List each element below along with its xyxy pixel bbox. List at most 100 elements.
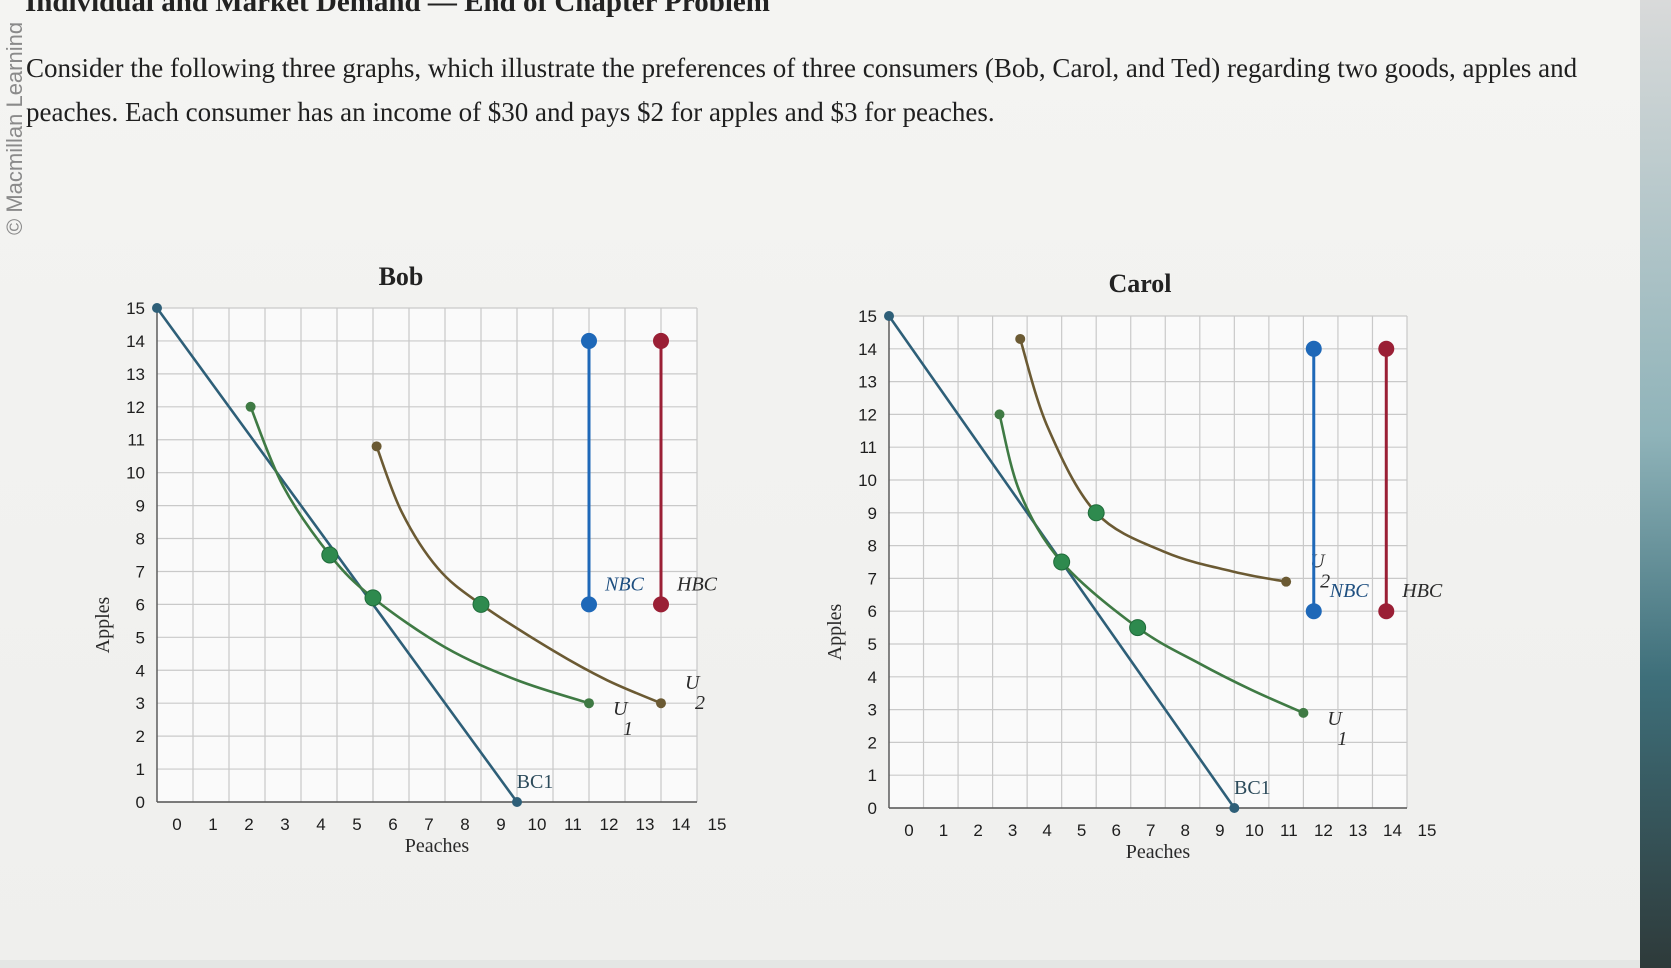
series-endpoint <box>1015 333 1026 344</box>
x-tick-label: 11 <box>1280 821 1298 840</box>
x-tick-label: 1 <box>208 815 217 834</box>
nbc-top-handle <box>1305 340 1322 357</box>
y-tick-label: 15 <box>858 307 877 326</box>
desktop-background-edge <box>1640 0 1671 968</box>
x-tick-label: 10 <box>1245 821 1264 840</box>
x-tick-label: 15 <box>708 815 727 834</box>
series-endpoint <box>584 698 594 709</box>
tangency-point <box>1129 619 1147 637</box>
y-tick-label: 2 <box>136 727 145 746</box>
label-u2-sub: 2 <box>1320 571 1330 593</box>
label-u1-sub: 1 <box>1337 728 1347 750</box>
y-tick-label: 10 <box>858 471 877 490</box>
nbc-bottom-handle <box>581 596 597 613</box>
x-tick-label: 8 <box>1181 821 1190 840</box>
hbc-bottom-handle <box>653 596 669 613</box>
label-u1: U <box>613 698 629 720</box>
y-tick-label: 11 <box>859 438 877 457</box>
chart-title: Bob <box>379 262 424 291</box>
tangency-point <box>364 589 382 607</box>
x-tick-label: 2 <box>973 821 982 840</box>
x-tick-label: 14 <box>672 815 691 834</box>
x-tick-label: 14 <box>1383 821 1402 840</box>
label-u1: U <box>1327 708 1343 730</box>
x-tick-label: 8 <box>460 815 469 834</box>
x-tick-label: 5 <box>1077 821 1086 840</box>
x-tick-label: 12 <box>600 815 619 834</box>
y-tick-label: 14 <box>858 340 877 359</box>
y-tick-label: 6 <box>868 602 877 621</box>
x-tick-label: 9 <box>496 815 505 834</box>
y-tick-label: 1 <box>868 766 877 785</box>
x-tick-label: 1 <box>939 821 948 840</box>
x-axis-label: Peaches <box>405 835 470 857</box>
y-tick-label: 12 <box>126 398 145 417</box>
y-tick-label: 0 <box>868 799 877 818</box>
x-tick-label: 9 <box>1215 821 1224 840</box>
x-tick-label: 6 <box>1111 821 1120 840</box>
hbc-bottom-handle <box>1378 603 1395 620</box>
x-tick-label: 0 <box>172 815 181 834</box>
x-tick-label: 2 <box>244 815 253 834</box>
hbc-label: HBC <box>1401 580 1443 602</box>
chart-carol: 0 1 2 3 4 5 6 7 8 9 10 11 12 13 14 15012345678910111213… <box>824 269 1443 863</box>
y-tick-label: 3 <box>868 701 877 720</box>
hbc-label: HBC <box>676 573 718 595</box>
x-tick-label: 3 <box>1008 821 1017 840</box>
chapter-title: Individual and Market Demand — End of Ch… <box>25 0 770 18</box>
series-endpoint <box>656 698 666 709</box>
series-endpoint <box>512 797 522 807</box>
label-u1-sub: 1 <box>623 718 633 740</box>
x-tick-label: 4 <box>1042 821 1051 840</box>
y-axis-label: Apples <box>824 603 846 660</box>
y-tick-label: 9 <box>868 504 877 523</box>
y-tick-label: 4 <box>136 661 145 680</box>
series-u2 <box>1018 338 1287 583</box>
x-tick-label: 5 <box>352 815 361 834</box>
y-tick-label: 2 <box>868 733 877 752</box>
nbc-bottom-handle <box>1305 603 1322 620</box>
problem-statement: Consider the following three graphs, whi… <box>26 53 1578 127</box>
series-endpoint <box>371 441 382 452</box>
y-tick-label: 8 <box>868 537 877 556</box>
y-tick-label: 5 <box>868 635 877 654</box>
y-tick-label: 0 <box>136 793 145 812</box>
nbc-label: NBC <box>604 573 645 595</box>
y-tick-label: 1 <box>136 760 145 779</box>
series-endpoint <box>994 409 1005 420</box>
y-tick-label: 4 <box>868 668 877 687</box>
series-endpoint <box>1281 576 1292 587</box>
y-tick-label: 6 <box>136 595 145 614</box>
label-u2: U <box>685 672 701 694</box>
tangency-point <box>321 546 339 564</box>
chart-bob: 0 1 2 3 4 5 6 7 8 9 10 11 12 13 14 15012345678910111213… <box>92 262 726 857</box>
x-tick-label: 7 <box>1146 821 1155 840</box>
x-tick-label: 6 <box>388 815 397 834</box>
y-tick-label: 12 <box>858 405 877 424</box>
hbc-top-handle <box>1378 340 1395 357</box>
y-tick-label: 15 <box>126 299 145 318</box>
charts-canvas: 0 1 2 3 4 5 6 7 8 9 10 11 12 13 14 15012345678910111213… <box>92 262 1443 863</box>
x-tick-label: 11 <box>564 815 582 834</box>
label-bc1: BC1 <box>517 771 554 793</box>
x-tick-label: 12 <box>1314 821 1333 840</box>
series-endpoint <box>1298 707 1309 718</box>
y-tick-label: 13 <box>126 365 145 384</box>
x-tick-label: 13 <box>636 815 655 834</box>
x-axis-label: Peaches <box>1126 841 1191 863</box>
tangency-point <box>1087 504 1105 522</box>
series-u1 <box>998 414 1304 715</box>
tangency-point <box>472 595 490 613</box>
series-endpoint <box>884 311 894 321</box>
x-tick-label: 0 <box>904 821 913 840</box>
plot-area <box>889 316 1407 808</box>
series-endpoint <box>245 401 256 412</box>
y-tick-label: 3 <box>136 694 145 713</box>
chart-title: Carol <box>1108 269 1171 298</box>
x-tick-label: 13 <box>1348 821 1367 840</box>
y-tick-label: 9 <box>136 497 145 516</box>
x-tick-label: 15 <box>1418 821 1437 840</box>
nbc-label: NBC <box>1329 580 1370 602</box>
label-u2-sub: 2 <box>695 692 705 714</box>
x-tick-label: 3 <box>280 815 289 834</box>
